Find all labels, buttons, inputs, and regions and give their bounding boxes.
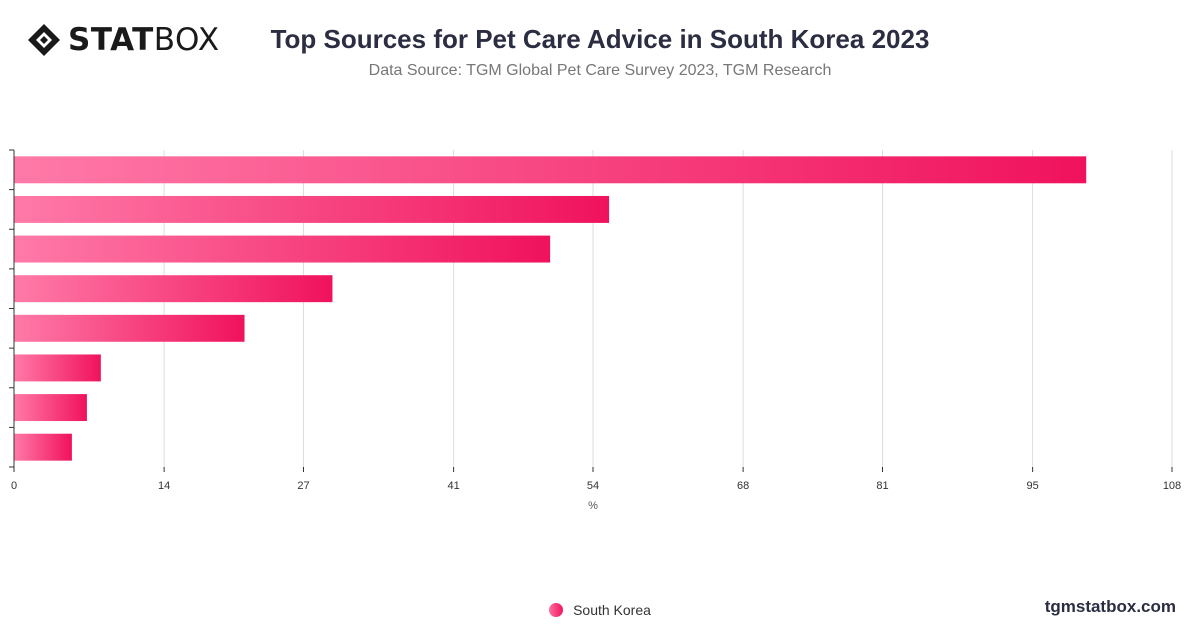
legend-label: South Korea (573, 602, 651, 618)
bar (14, 235, 551, 263)
logo-text: STATBOX (68, 22, 220, 58)
axes: 0 14 27 41 54 68 81 95 108 (9, 149, 1181, 492)
x-tick-label: 95 (1026, 480, 1038, 492)
bar (14, 354, 101, 382)
bars (14, 156, 1087, 461)
chart-title: Top Sources for Pet Care Advice in South… (270, 24, 930, 54)
x-tick-label: 81 (876, 480, 888, 492)
x-tick-label: 27 (297, 480, 309, 492)
bar (14, 156, 1087, 184)
diamond-logo-icon (28, 24, 60, 56)
x-tick-label: 54 (587, 480, 599, 492)
bar (14, 433, 72, 461)
x-tick-label: 14 (158, 480, 170, 492)
bar (14, 275, 333, 303)
grid-lines (163, 150, 1173, 467)
x-tick-label: 0 (11, 480, 17, 492)
x-tick-label: 68 (737, 480, 749, 492)
logo-text-light: BOX (153, 22, 220, 58)
legend-marker (549, 603, 564, 617)
statbox-logo: STATBOX (26, 22, 220, 58)
x-tick-label: 108 (1163, 480, 1181, 492)
bar (14, 195, 610, 223)
legend: South Korea (0, 602, 1200, 618)
chart-subtitle: Data Source: TGM Global Pet Care Survey … (368, 62, 832, 79)
x-axis-label: % (588, 500, 598, 512)
bar (14, 314, 245, 342)
x-tick-label: 41 (447, 480, 459, 492)
bar (14, 394, 87, 422)
footer-site: tgmstatbox.com (1044, 597, 1176, 616)
logo-text-bold: STAT (68, 22, 154, 58)
